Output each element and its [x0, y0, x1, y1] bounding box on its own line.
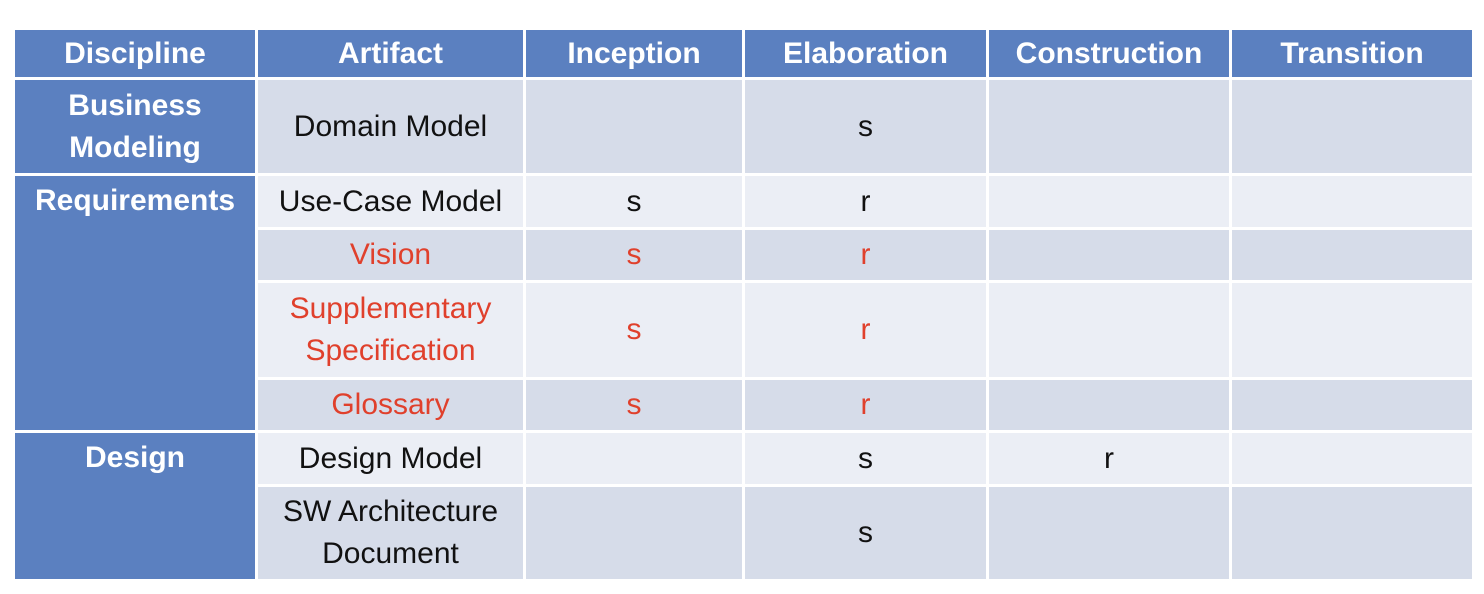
phase-cell [523, 77, 745, 176]
table-row: Glossary s r [14, 377, 1475, 433]
phase-cell: s [523, 227, 745, 283]
phase-cell [1229, 77, 1475, 176]
phase-cell: s [742, 430, 989, 487]
phase-cell [1229, 173, 1475, 230]
phase-cell: r [742, 227, 989, 283]
header-row: Discipline Artifact Inception Elaboration Co… [12, 27, 1475, 80]
table-row: SW Architecture Document s [14, 484, 1475, 582]
header-cell: Elaboration [742, 27, 989, 80]
artifact-cell: Glossary [255, 377, 526, 433]
phase-cell [1229, 280, 1475, 380]
phase-cell: s [523, 377, 745, 433]
table-row: Supplementary Specification s r [14, 280, 1475, 380]
artifact-cell: Vision [255, 227, 526, 283]
discipline-cell: Design [12, 430, 258, 582]
artifact-cell: Domain Model [255, 77, 526, 176]
phase-cell [986, 484, 1232, 582]
phase-cell [1229, 430, 1475, 487]
table-body: Business Modeling Domain Model s Requiremen… [12, 77, 1475, 582]
artifact-cell: Design Model [255, 430, 526, 487]
header-cell: Construction [986, 27, 1232, 80]
header-cell: Artifact [255, 27, 526, 80]
phase-cell [986, 377, 1232, 433]
phase-cell [986, 173, 1232, 230]
table-row: Design Design Model s r [12, 430, 1475, 582]
phase-cell [523, 484, 745, 582]
table-row: Requirements Use-Case Model s r [12, 173, 1475, 433]
phase-cell: r [986, 430, 1232, 487]
phase-cell [986, 77, 1232, 176]
phase-cell [1229, 484, 1475, 582]
phase-cell [986, 227, 1232, 283]
phase-cell: s [523, 280, 745, 380]
phase-cell: r [742, 173, 989, 230]
table-row: Vision s r [14, 227, 1475, 283]
discipline-cell: Requirements [12, 173, 258, 433]
header-cell: Discipline [12, 27, 258, 80]
phase-cell [1229, 377, 1475, 433]
phase-cell [986, 280, 1232, 380]
artifact-table: Discipline Artifact Inception Elaboration Co… [12, 27, 1475, 582]
phase-cell: r [742, 377, 989, 433]
artifact-cell: SW Architecture Document [255, 484, 526, 582]
phase-cell [523, 430, 745, 487]
table-row: Business Modeling Domain Model s [12, 77, 1475, 176]
phase-cell: s [742, 77, 989, 176]
phase-cell [1229, 227, 1475, 283]
artifact-cell: Supplementary Specification [255, 280, 526, 380]
header-cell: Inception [523, 27, 745, 80]
phase-cell: s [742, 484, 989, 582]
discipline-cell: Business Modeling [12, 77, 258, 176]
phase-cell: s [523, 173, 745, 230]
phase-cell: r [742, 280, 989, 380]
header-cell: Transition [1229, 27, 1475, 80]
artifact-cell: Use-Case Model [255, 173, 526, 230]
